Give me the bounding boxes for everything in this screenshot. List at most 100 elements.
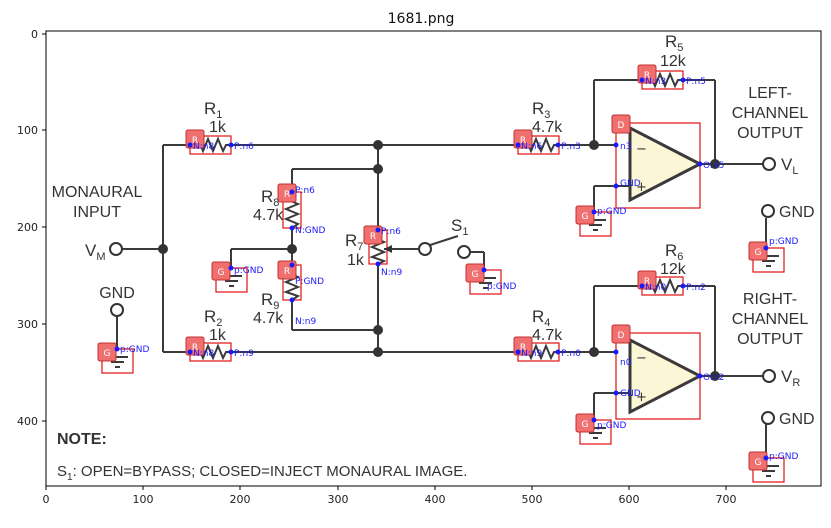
pin-label: N:n8 <box>193 142 214 152</box>
vm-label: VM <box>85 241 106 263</box>
tag-badges: R R R R R R R R R D D G G G G G G G <box>97 64 768 471</box>
x-tick: 0 <box>43 493 50 506</box>
terminals <box>109 157 776 425</box>
pin-label: N:n3 <box>645 77 666 87</box>
pin-label: P:n6 <box>234 142 254 152</box>
pin-label: P:n6 <box>381 227 401 237</box>
pin-label: N:n9 <box>295 317 316 327</box>
tag-label: D <box>618 331 625 341</box>
io-labels: MONAURAL INPUT VM GND LEFT- CHANNEL OUTP… <box>52 85 815 428</box>
left-output-line3: OUTPUT <box>737 125 803 142</box>
monaural-input-line2: INPUT <box>73 204 121 221</box>
pin-label: P:n0 <box>561 349 581 359</box>
x-tick: 300 <box>328 493 349 506</box>
right-gnd-label: GND <box>779 411 815 428</box>
pin-label: p:GND <box>120 345 149 355</box>
pin-label: N:n9 <box>521 349 542 359</box>
pin-label: GND <box>620 179 641 189</box>
tag-label: G <box>582 420 589 430</box>
tag-label: R <box>284 267 290 277</box>
note-title: NOTE: <box>57 431 107 448</box>
opamp-right: − + <box>615 332 704 420</box>
input-gnd-label: GND <box>99 285 135 302</box>
tag-label: G <box>472 270 479 280</box>
pin-label: P:n2 <box>686 283 706 293</box>
pin-label: N:GND <box>295 226 325 236</box>
y-tick: 200 <box>17 221 38 234</box>
left-output-line2: CHANNEL <box>732 105 809 122</box>
pin-label: P:n5 <box>686 77 706 87</box>
y-tick: 400 <box>17 415 38 428</box>
y-tick: 0 <box>31 28 38 41</box>
pin-label: O:n5 <box>703 161 724 171</box>
tag-label: G <box>755 248 762 258</box>
tag-label: R <box>370 232 376 242</box>
r8-value: 4.7k <box>253 207 284 224</box>
pin-label: N:n8 <box>193 349 214 359</box>
tag-label: G <box>104 349 111 359</box>
y-tick: 300 <box>17 318 38 331</box>
tag-label: R <box>644 277 650 287</box>
opamp-left: − + <box>615 122 704 209</box>
x-tick: 400 <box>425 493 446 506</box>
svg-text:+: + <box>636 180 647 195</box>
note-text: S1: OPEN=BYPASS; CLOSED=INJECT MONAURAL … <box>57 463 467 483</box>
tag-label: R <box>644 71 650 81</box>
pin-label: P:n3 <box>561 142 581 152</box>
r9-value: 4.7k <box>253 310 284 327</box>
y-axis: 0 100 200 300 400 <box>17 28 46 428</box>
r5-label: R5 <box>665 32 683 54</box>
pin-label: GND <box>620 389 641 399</box>
pin-label: n3 <box>620 142 631 152</box>
r3-value: 4.7k <box>532 119 563 136</box>
wires <box>116 79 767 458</box>
tag-label: R <box>284 190 290 200</box>
r6-label: R6 <box>665 241 683 263</box>
r8-label: R8 <box>261 187 279 209</box>
r6-value: 12k <box>660 261 687 278</box>
pin-label: P:n6 <box>295 186 315 196</box>
tag-label: G <box>755 458 762 468</box>
x-tick: 100 <box>133 493 154 506</box>
r4-value: 4.7k <box>532 327 563 344</box>
right-output-line3: OUTPUT <box>737 331 803 348</box>
monaural-input-line1: MONAURAL <box>52 184 143 201</box>
vl-label: VL <box>781 155 798 177</box>
tag-label: G <box>582 212 589 222</box>
r3-label: R3 <box>532 99 550 121</box>
r7-label: R7 <box>345 231 363 253</box>
pin-label: n0 <box>620 358 632 368</box>
r9-label: R9 <box>261 290 279 312</box>
r5-value: 12k <box>660 53 687 70</box>
x-axis: 0 100 200 300 400 500 600 700 <box>43 486 737 506</box>
tag-label: R <box>520 136 526 146</box>
tag-label: G <box>218 268 225 278</box>
plot-frame <box>45 30 822 487</box>
component-labels: R1 1k R2 1k R3 4.7k R4 4.7k R5 12k R6 12… <box>204 32 687 344</box>
junctions <box>158 140 720 381</box>
vr-label: VR <box>781 367 800 389</box>
tag-label: R <box>192 136 198 146</box>
r1-label: R1 <box>204 99 222 121</box>
pin-label: p:GND <box>234 266 263 276</box>
r1-value: 1k <box>209 119 227 136</box>
pin-label: P:GND <box>295 277 324 287</box>
tag-label: R <box>520 343 526 353</box>
left-gnd-label: GND <box>779 204 815 221</box>
x-tick: 200 <box>230 493 251 506</box>
pin-label: p:GND <box>597 421 626 431</box>
x-tick: 500 <box>522 493 543 506</box>
figure-title: 1681.png <box>388 11 455 27</box>
pin-label: p:GND <box>769 452 798 462</box>
svg-text:+: + <box>636 390 647 405</box>
switch-label: S1 <box>451 216 468 238</box>
pin-dots <box>114 77 769 461</box>
r2-value: 1k <box>209 327 227 344</box>
svg-text:−: − <box>636 142 647 157</box>
tag-label: R <box>192 343 198 353</box>
pin-label: N:n9 <box>381 268 402 278</box>
svg-text:−: − <box>636 351 647 366</box>
pin-label: N:n0 <box>645 283 666 293</box>
right-output-line2: CHANNEL <box>732 311 809 328</box>
